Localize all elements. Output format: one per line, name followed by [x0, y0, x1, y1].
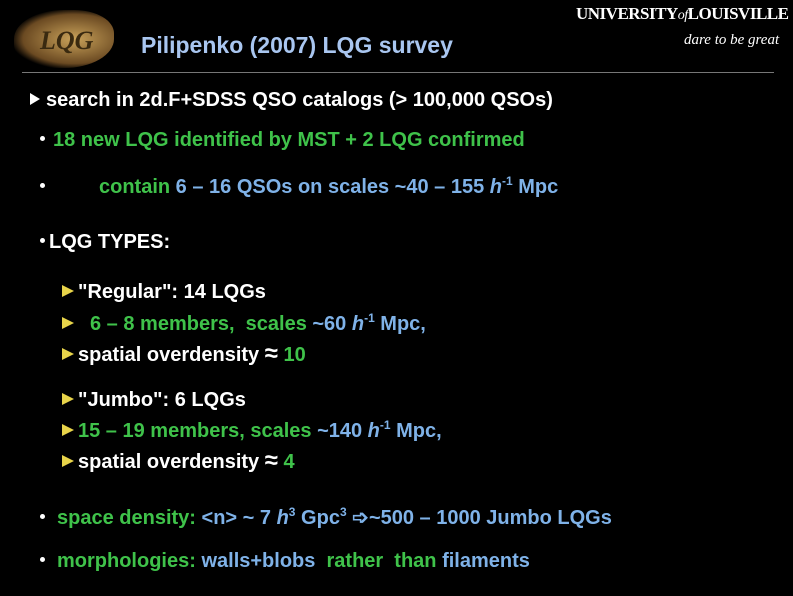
text: contain — [99, 176, 176, 198]
text: spatial overdensity — [78, 451, 265, 473]
text: Mpc — [512, 176, 559, 198]
bullet — [62, 455, 74, 467]
bullet — [30, 93, 40, 105]
tagline: dare to be great — [684, 32, 780, 48]
text: "Regular": 14 LQGs — [78, 281, 266, 303]
text: search in 2d.F+SDSS QSO catalogs (> 100,… — [46, 89, 553, 111]
slide-title: Pilipenko (2007) LQG survey — [141, 32, 453, 58]
text: "Jumbo": 6 LQGs — [78, 389, 246, 411]
text-line: contain 6 – 16 QSOs on scales ~40 – 155 … — [40, 174, 558, 199]
text: ~500 – 1000 Jumbo LQGs — [368, 507, 612, 529]
bullet — [40, 238, 45, 244]
text: ≈ — [264, 340, 278, 367]
text: walls+blobs — [201, 550, 316, 572]
text: 6 – 16 QSOs on scales ~40 – 155 — [175, 176, 490, 198]
text: h — [489, 176, 502, 198]
text-line: 15 – 19 members, scales ~140 h-1 Mpc, — [62, 418, 442, 443]
text: h — [367, 420, 380, 442]
bullet — [40, 183, 45, 189]
text: LQG TYPES: — [49, 231, 171, 253]
text-line: "Jumbo": 6 LQGs — [62, 389, 246, 412]
text: ~60 — [312, 313, 352, 335]
text: 18 new LQG identified by MST + 2 LQG con… — [53, 129, 525, 151]
text: 10 — [277, 344, 306, 366]
bullet — [40, 136, 45, 142]
text: Mpc, — [390, 420, 442, 442]
text: 3 — [339, 505, 347, 519]
logo — [14, 10, 114, 68]
bullet — [62, 393, 74, 405]
text: h — [351, 313, 365, 335]
text: 3 — [288, 505, 296, 519]
text-line: space density: <n> ~ 7 h3 Gpc3 ➩~500 – 1… — [40, 505, 612, 530]
bullet — [40, 557, 45, 563]
university-part: UNIVERSITY — [576, 4, 678, 23]
text: -1 — [502, 174, 513, 188]
university-name: UNIVERSITYofLOUISVILLE — [576, 4, 789, 24]
text-line: 6 – 8 members, scales ~60 h-1 Mpc, — [62, 311, 426, 336]
bullet — [62, 317, 74, 329]
bullet — [62, 424, 74, 436]
text: rather than — [315, 550, 443, 572]
text-line: search in 2d.F+SDSS QSO catalogs (> 100,… — [30, 89, 553, 112]
text: filaments — [442, 550, 530, 572]
text: spatial overdensity — [78, 344, 265, 366]
text: -1 — [364, 311, 375, 325]
text: morphologies: — [57, 550, 202, 572]
text-line: LQG TYPES: — [40, 231, 170, 254]
text: ≈ — [264, 447, 278, 474]
bullet — [62, 348, 74, 360]
text-line: 18 new LQG identified by MST + 2 LQG con… — [40, 129, 525, 152]
text: Mpc, — [374, 313, 426, 335]
university-part: LOUISVILLE — [687, 4, 789, 23]
text-line: morphologies: walls+blobs rather than fi… — [40, 550, 530, 573]
text: h — [276, 507, 289, 529]
university-part: of — [677, 8, 688, 23]
logo-text: LQG — [40, 26, 94, 55]
text-line: "Regular": 14 LQGs — [62, 281, 266, 304]
bullet — [40, 514, 45, 520]
text: 15 – 19 members, scales — [78, 420, 318, 442]
text: space density: — [57, 507, 202, 529]
text-line: spatial overdensity ≈ 4 — [62, 447, 295, 475]
text: <n> ~ 7 — [201, 507, 277, 529]
bullet — [62, 285, 74, 297]
text: -1 — [379, 418, 391, 432]
text: 4 — [277, 451, 295, 473]
divider — [22, 72, 774, 73]
text-line: spatial overdensity ≈ 10 — [62, 340, 306, 368]
text: ➩ — [346, 507, 369, 529]
text: Gpc — [295, 507, 340, 529]
text: 6 – 8 members, scales — [90, 313, 313, 335]
text: ~140 — [317, 420, 368, 442]
